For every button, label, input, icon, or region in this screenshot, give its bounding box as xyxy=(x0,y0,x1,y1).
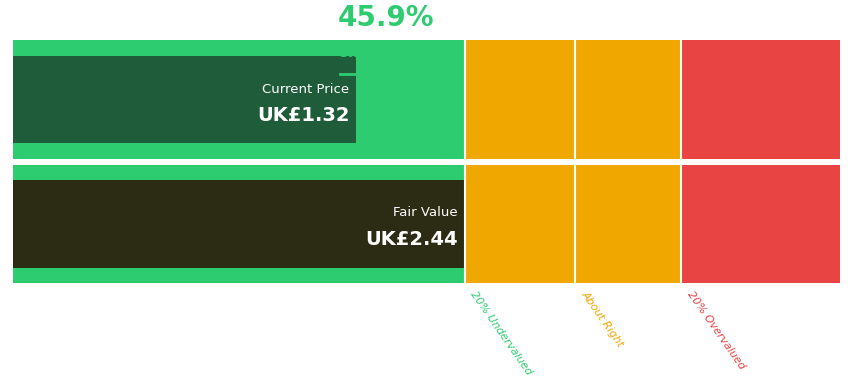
Bar xyxy=(13,180,464,268)
Text: UK£1.32: UK£1.32 xyxy=(256,106,349,125)
Text: Undervalued: Undervalued xyxy=(337,46,437,60)
Bar xyxy=(13,268,464,283)
Bar xyxy=(13,144,356,159)
Bar xyxy=(13,40,356,56)
Bar xyxy=(681,165,839,283)
Text: Fair Value: Fair Value xyxy=(393,206,458,219)
Bar xyxy=(681,40,839,159)
Bar xyxy=(356,40,464,159)
Text: 20% Undervalued: 20% Undervalued xyxy=(469,289,533,377)
Bar xyxy=(13,56,356,144)
Bar xyxy=(464,40,575,159)
Bar xyxy=(356,165,464,283)
Bar xyxy=(575,40,681,159)
Bar xyxy=(13,165,356,283)
Text: About Right: About Right xyxy=(579,289,625,348)
Bar xyxy=(13,40,356,159)
Text: 45.9%: 45.9% xyxy=(337,4,434,32)
Text: 20% Overvalued: 20% Overvalued xyxy=(685,289,746,371)
Bar xyxy=(13,165,464,180)
Text: Current Price: Current Price xyxy=(262,83,349,96)
Text: UK£2.44: UK£2.44 xyxy=(365,230,458,249)
Bar xyxy=(464,165,575,283)
Bar xyxy=(575,165,681,283)
